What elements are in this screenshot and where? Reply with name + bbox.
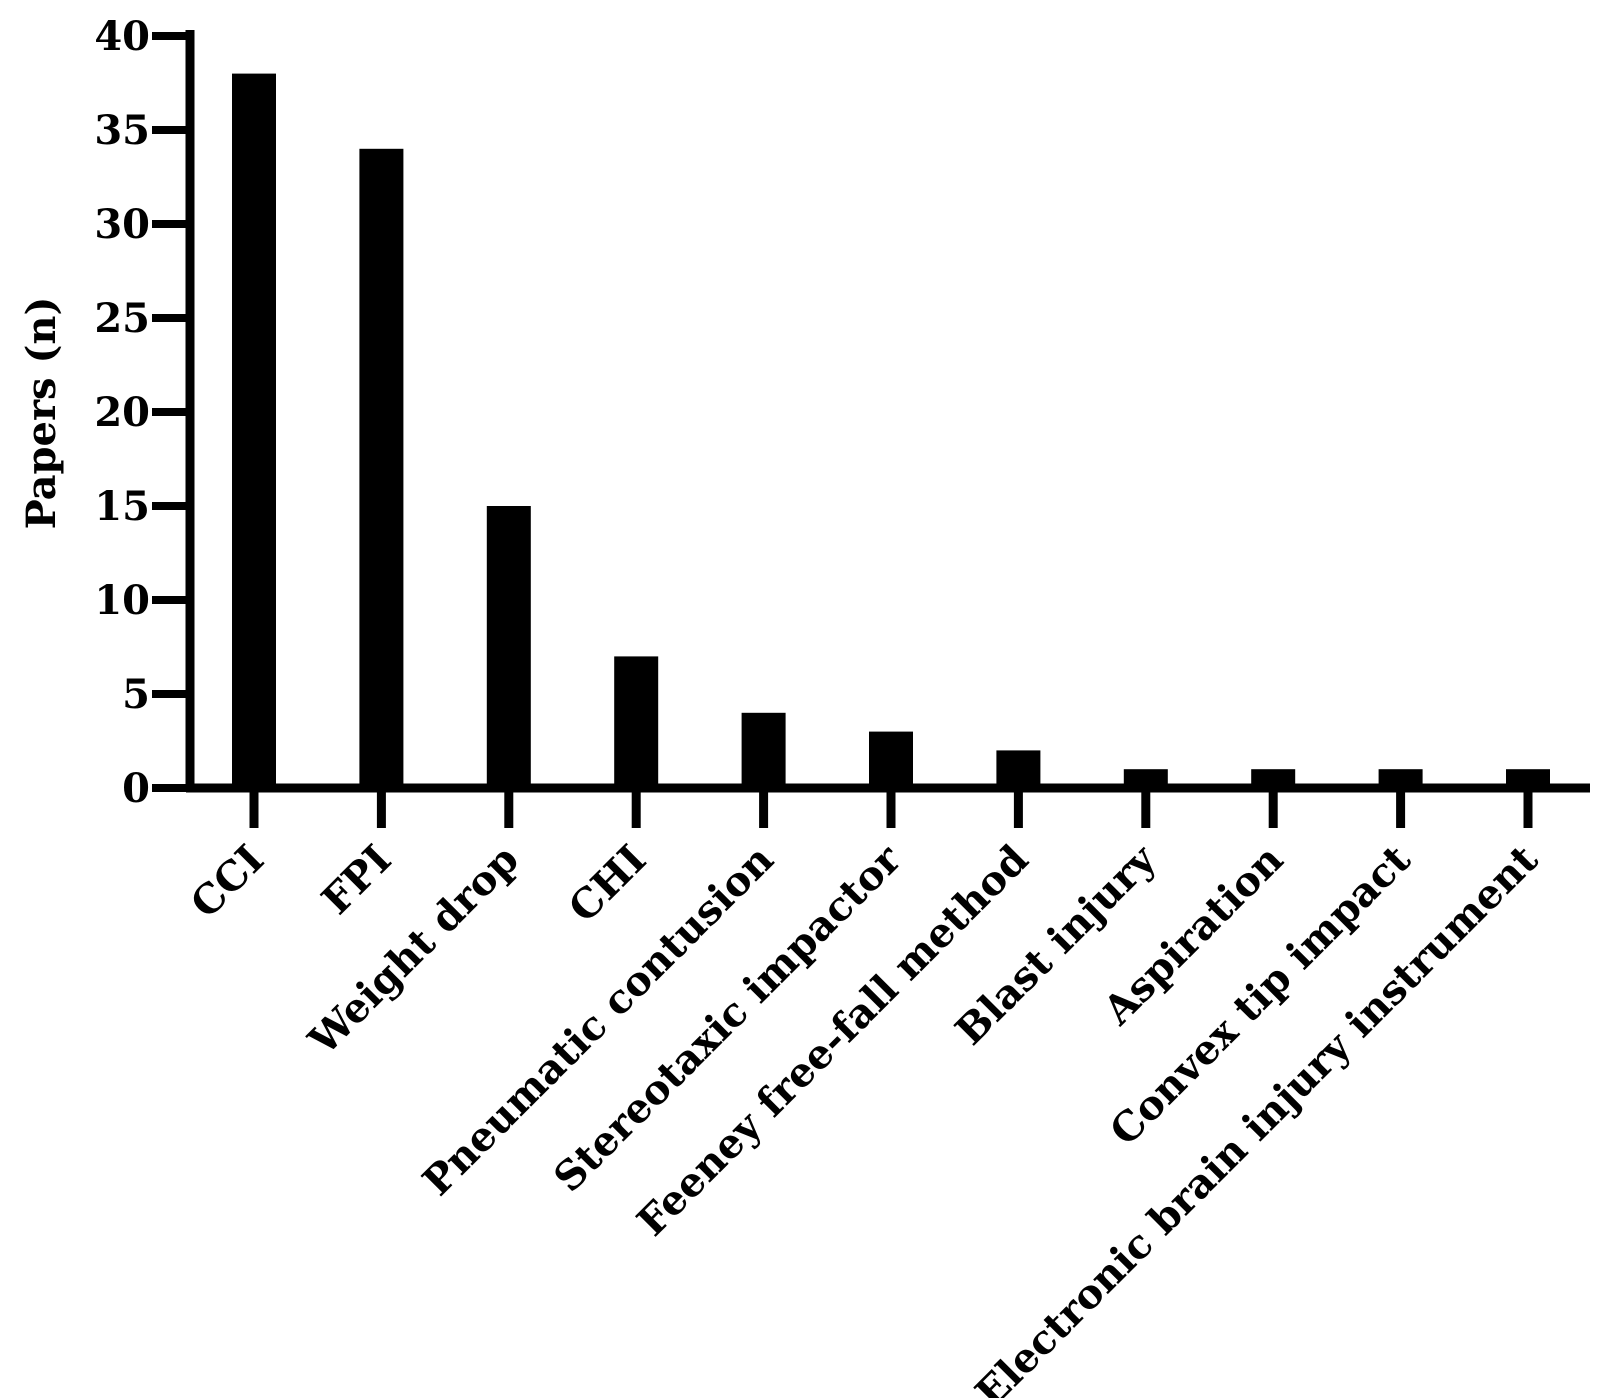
x-category-label: CHI [560,836,656,932]
bar [1506,769,1550,788]
x-category-label: FPI [313,836,401,924]
bar [232,73,276,789]
y-tick-label: 35 [94,107,150,154]
bar [1378,769,1423,788]
y-tick-label: 40 [94,13,150,60]
y-axis-title: Papers (n) [18,297,65,530]
y-tick-label: 10 [94,577,150,624]
bar [359,148,404,789]
y-tick-label: 5 [122,671,150,718]
y-tick-label: 0 [122,765,150,812]
bars-group [232,73,1550,789]
bar [741,712,786,788]
y-ticks-group: 0 5 10 15 20 25 30 35 40 [94,13,190,812]
bar [614,656,659,788]
y-tick-label: 15 [94,483,150,530]
y-tick-label: 25 [94,295,150,342]
bar [1123,769,1168,788]
bar [869,731,913,788]
bar [486,506,531,788]
y-tick-label: 20 [94,389,150,436]
y-tick-label: 30 [94,201,150,248]
x-category-label: CCI [182,836,273,927]
bar [1251,769,1296,788]
bar [996,750,1041,788]
